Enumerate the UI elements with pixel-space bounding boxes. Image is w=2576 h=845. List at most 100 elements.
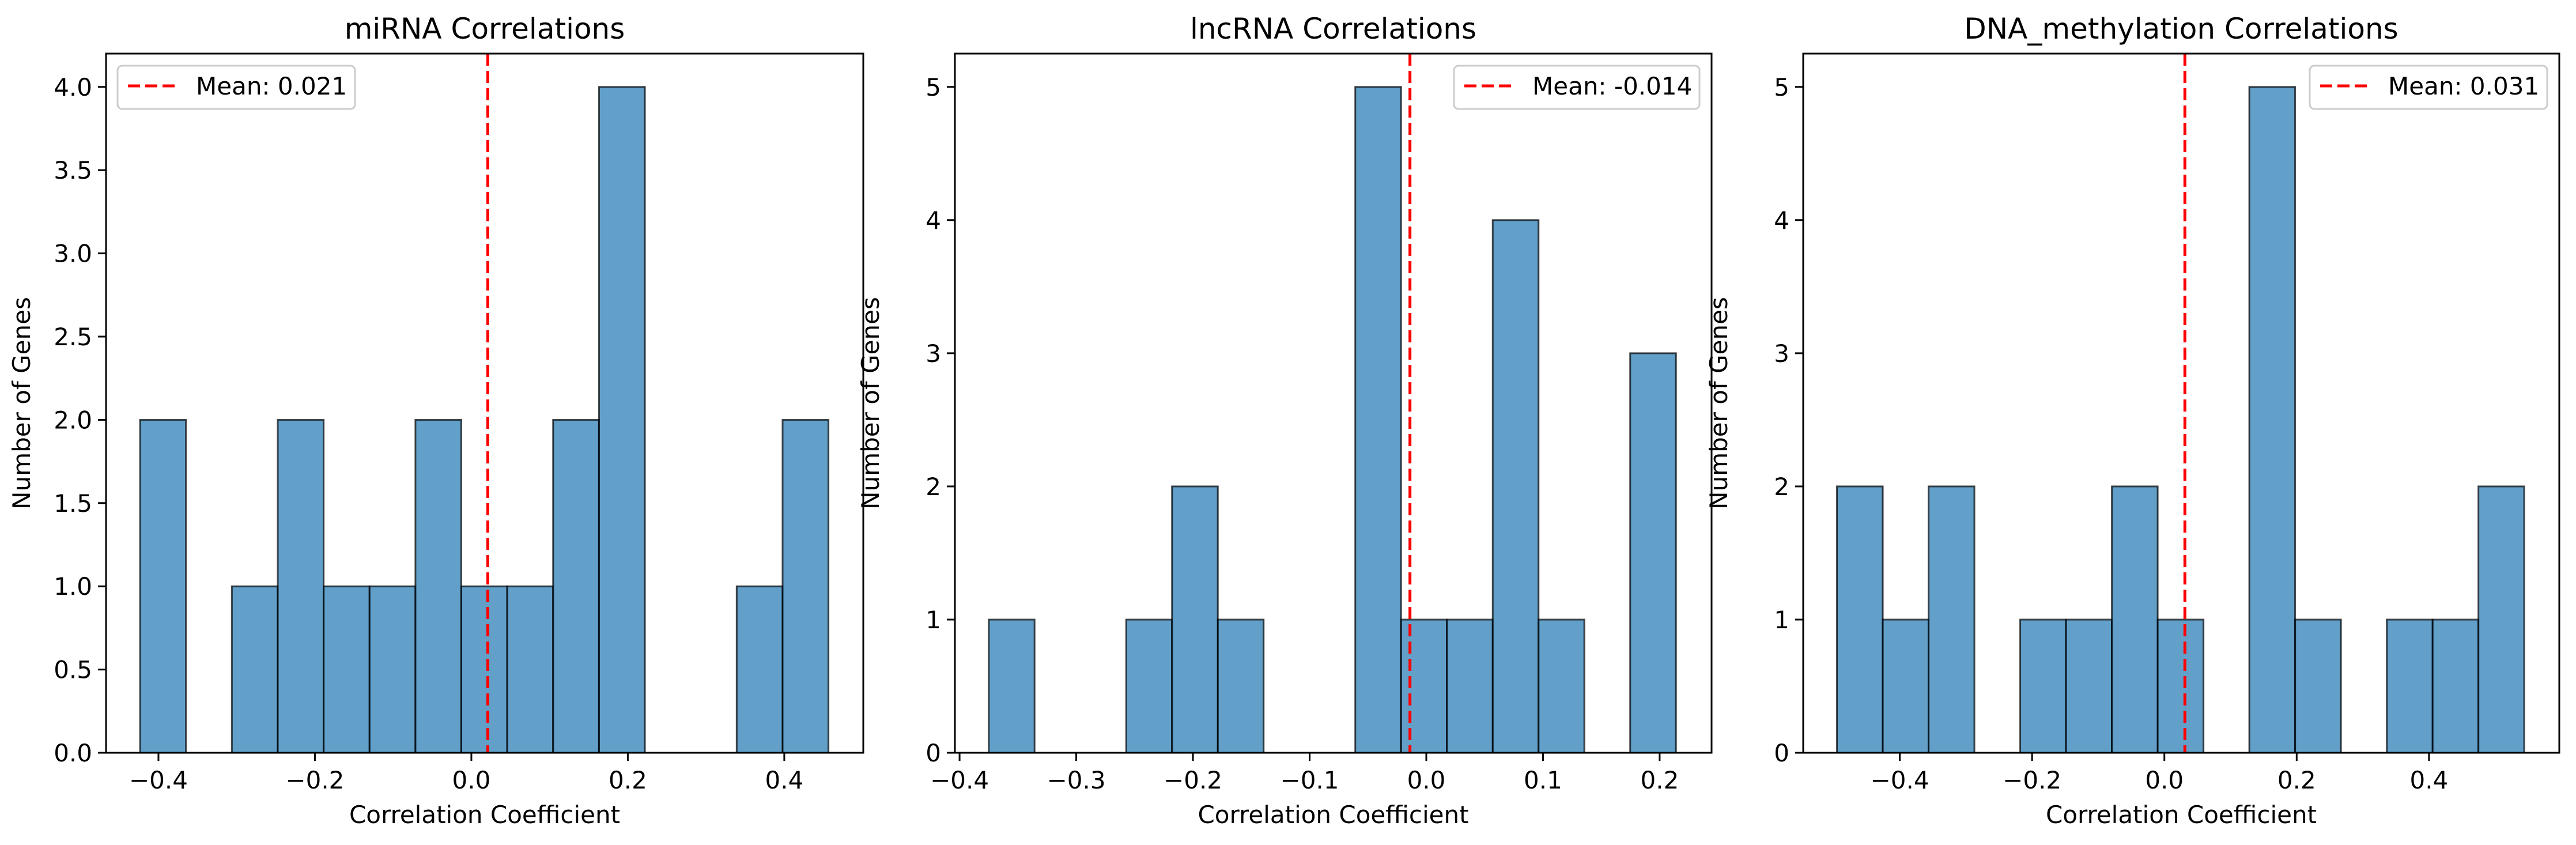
histogram-bar [552,418,600,754]
histogram-bar [1446,618,1494,754]
x-tick-label: −0.4 [129,766,188,794]
histogram-bar [1354,86,1402,754]
x-tick-label: −0.4 [930,766,989,794]
x-axis-label: Correlation Coefficient [349,801,620,829]
histogram-bar [1836,485,1884,754]
histogram-bar [781,418,830,754]
y-tick-label: 5 [1774,73,1789,101]
axes-frame [1802,52,2560,754]
mirna-histogram-panel: miRNA Correlations Correlation Coefficie… [7,12,864,829]
y-tick-label: 2 [1774,473,1789,501]
histogram-bar [2294,618,2342,754]
x-tick-label: 0.0 [2145,766,2184,794]
histogram-bar [1538,618,1585,754]
y-tick-label: 4 [926,206,941,235]
x-ticks-group: −0.4 −0.3 −0.2 −0.1 0.0 0.1 0.2 [930,753,1679,794]
histogram-bar [1125,618,1173,754]
axes-frame [954,52,1713,754]
bars-group [1836,86,2525,754]
legend-box [116,65,356,110]
legend-label: Mean: 0.031 [2388,72,2539,100]
x-tick-label: 0.0 [1407,766,1446,794]
panel-title: DNA_methylation Correlations [1964,12,2398,46]
x-tick-label: −0.2 [285,766,344,794]
y-axis-label: Number of Genes [7,297,36,510]
legend: Mean: 0.021 [116,65,356,110]
x-tick-label: 0.4 [2409,766,2448,794]
x-axis-label: Correlation Coefficient [1198,801,1468,829]
histogram-bar [988,618,1036,754]
x-tick-label: −0.4 [1871,766,1929,794]
x-tick-label: 0.2 [2277,766,2316,794]
histogram-bar [1491,219,1540,754]
histogram-bar [1928,485,1976,754]
legend-box [1453,65,1701,110]
histogram-bar [1400,618,1448,754]
y-tick-label: 0.0 [54,739,92,767]
bars-group [139,86,830,754]
histogram-bar [139,418,187,754]
y-tick-label: 5 [926,73,941,101]
y-tick-label: 4.0 [54,73,92,101]
x-tick-label: −0.3 [1047,766,1106,794]
histogram-bar [368,585,417,754]
y-tick-label: 1.5 [54,489,92,518]
legend-label: Mean: 0.021 [196,72,347,100]
histogram-bar [2248,86,2297,754]
histogram-bar [1629,352,1677,754]
y-tick-label: 0 [926,739,941,767]
panel-title: miRNA Correlations [345,12,625,46]
y-tick-label: 3 [1774,339,1789,368]
histogram-bar [323,585,371,754]
histogram-bar [277,418,325,754]
histogram-bar [2065,618,2113,754]
x-tick-label: 0.2 [609,766,647,794]
y-tick-label: 1 [926,606,941,634]
legend: Mean: 0.031 [2309,65,2548,110]
histogram-bar [598,86,646,754]
x-tick-label: −0.2 [1164,766,1222,794]
histogram-bar [2019,618,2067,754]
x-tick-label: 0.1 [1524,766,1562,794]
y-ticks-group: 0 1 2 3 4 5 [1774,73,1803,767]
y-tick-label: 3 [926,339,941,368]
x-ticks-group: −0.4 −0.2 0.0 0.2 0.4 [1871,753,2448,794]
y-axis-label: Number of Genes [856,297,885,510]
legend: Mean: -0.014 [1453,65,1701,110]
histogram-bar [2386,618,2434,754]
lncrna-histogram-panel: lncRNA Correlations Correlation Coeffici… [856,12,1713,829]
x-ticks-group: −0.4 −0.2 0.0 0.2 0.4 [129,753,803,794]
histogram-bar [460,585,508,754]
y-tick-label: 2.5 [54,323,92,351]
y-tick-label: 1.0 [54,572,92,601]
x-tick-label: −0.1 [1281,766,1339,794]
y-ticks-group: 0 1 2 3 4 5 [926,73,955,767]
y-tick-label: 1 [1774,606,1789,634]
legend-label: Mean: -0.014 [1532,72,1692,100]
legend-box [2309,65,2548,110]
bars-group [988,86,1677,754]
y-tick-label: 4 [1774,206,1789,235]
histogram-bar [2477,485,2525,754]
x-tick-label: 0.2 [1641,766,1679,794]
histogram-bar [231,585,279,754]
y-tick-label: 0.5 [54,656,92,684]
y-tick-label: 2 [926,473,941,501]
x-axis-label: Correlation Coefficient [2046,801,2317,829]
histogram-bar [414,418,463,754]
dna-methylation-histogram-panel: DNA_methylation Correlations Correlation… [1705,12,2560,829]
y-tick-label: 2.0 [54,406,92,434]
histogram-bar [2111,485,2159,754]
y-tick-label: 0 [1774,739,1789,767]
histogram-bar [2431,618,2480,754]
histogram-bar [2156,618,2205,754]
y-tick-label: 3.0 [54,240,92,268]
axes-frame [105,52,864,754]
histogram-bar [1882,618,1930,754]
histogram-bar [735,585,784,754]
y-ticks-group: 0.0 0.5 1.0 1.5 2.0 2.5 3.0 3.5 4.0 [54,73,106,767]
x-tick-label: 0.0 [452,766,491,794]
x-tick-label: −0.2 [2003,766,2061,794]
y-axis-label: Number of Genes [1705,297,1733,510]
